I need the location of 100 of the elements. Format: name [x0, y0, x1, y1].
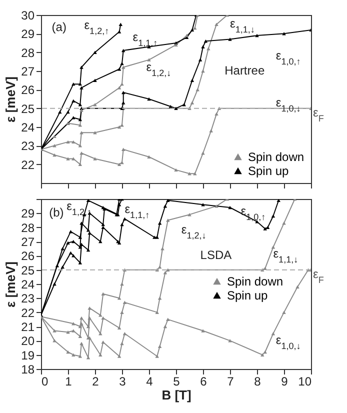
x-tick-label: 3	[119, 374, 126, 388]
point	[52, 134, 56, 138]
point	[78, 118, 82, 122]
point	[78, 261, 82, 264]
point	[120, 62, 124, 66]
point	[120, 124, 124, 127]
y-tick-label: 22	[21, 158, 35, 172]
point	[120, 222, 124, 226]
point	[121, 90, 126, 94]
annotation: ε$_{1,2,↑}$	[84, 18, 110, 36]
x-axis-title: B [T]	[162, 388, 192, 402]
y-tick-label: 24	[21, 120, 35, 134]
y-tick-label: 24	[21, 278, 35, 292]
annotation: ε$_{1,0,↓}$	[276, 95, 301, 114]
point	[201, 69, 205, 73]
y-tick-label: 28	[21, 46, 35, 60]
x-tick-label: 5	[173, 374, 180, 388]
y-tick-label: 19	[21, 348, 35, 362]
point	[52, 282, 56, 286]
y-tick-label: 21	[21, 320, 35, 334]
annotation: ε$_{1,2,↓}$	[146, 60, 172, 78]
annotation: ε$_{1,0,↑}$	[276, 48, 301, 66]
point	[98, 240, 102, 244]
point	[93, 50, 97, 54]
point	[80, 66, 84, 69]
annotation: LSDA	[200, 248, 232, 262]
point	[188, 172, 192, 176]
point	[190, 28, 194, 32]
point	[201, 203, 205, 206]
x-tick-label: 4	[146, 374, 154, 388]
point	[266, 226, 270, 229]
point	[120, 160, 124, 164]
y-axis-title: ε [meV]	[3, 76, 18, 122]
point	[78, 236, 82, 239]
point	[147, 155, 151, 158]
point	[86, 228, 90, 232]
annotation: ε$_{1,0,↓}$	[276, 333, 301, 352]
point	[78, 82, 82, 86]
point	[80, 242, 84, 246]
point	[174, 168, 178, 172]
point	[121, 66, 126, 69]
y-tick-label: 27	[21, 64, 35, 78]
point	[60, 265, 64, 269]
annotation: ε$_{1,1,↑}$	[132, 30, 158, 48]
point	[117, 203, 122, 206]
point	[276, 199, 280, 202]
point	[190, 101, 194, 104]
point	[66, 140, 70, 144]
point	[121, 48, 126, 52]
point	[196, 88, 200, 92]
point	[93, 157, 97, 160]
point	[255, 34, 259, 38]
point	[271, 214, 276, 218]
point	[78, 246, 82, 249]
point	[121, 101, 126, 104]
legend-label: Spin down	[248, 150, 304, 164]
point	[68, 251, 73, 254]
point	[117, 125, 122, 129]
point	[209, 129, 213, 132]
point	[282, 32, 286, 36]
y-tick-label: 20	[21, 334, 35, 348]
point	[118, 22, 123, 26]
point	[72, 240, 76, 244]
x-tick-label: 8	[254, 374, 262, 388]
point	[190, 78, 194, 82]
annotation: ε$_{1,1,↓}$	[273, 246, 298, 264]
y-tick-label: 28	[21, 220, 35, 235]
point	[80, 152, 84, 155]
point	[228, 206, 232, 210]
point	[121, 148, 126, 152]
point	[72, 116, 76, 120]
point	[72, 99, 76, 102]
point	[201, 152, 205, 155]
point	[147, 58, 151, 62]
point	[198, 58, 202, 62]
y-tick-label: 25	[21, 263, 35, 278]
ref-line-label: ε$_{F}$	[313, 105, 324, 124]
point	[166, 199, 170, 202]
point	[66, 157, 70, 160]
point	[193, 172, 197, 176]
point	[228, 38, 232, 41]
y-tick-label: 25	[21, 102, 35, 116]
point	[214, 22, 218, 26]
point	[155, 236, 159, 239]
y-tick-label: 26	[21, 83, 35, 98]
point	[163, 204, 168, 208]
x-tick-label: 0	[42, 374, 48, 388]
point	[214, 112, 218, 116]
point	[204, 40, 208, 43]
point	[78, 124, 82, 127]
point	[52, 144, 56, 148]
point	[55, 264, 60, 268]
point	[52, 153, 56, 157]
x-tick-label: 6	[200, 374, 208, 388]
point	[72, 157, 76, 160]
point	[72, 140, 76, 144]
point	[68, 230, 73, 234]
point	[168, 104, 172, 108]
point	[66, 241, 70, 245]
annotation: ε$_{1,1,↓}$	[230, 16, 255, 34]
